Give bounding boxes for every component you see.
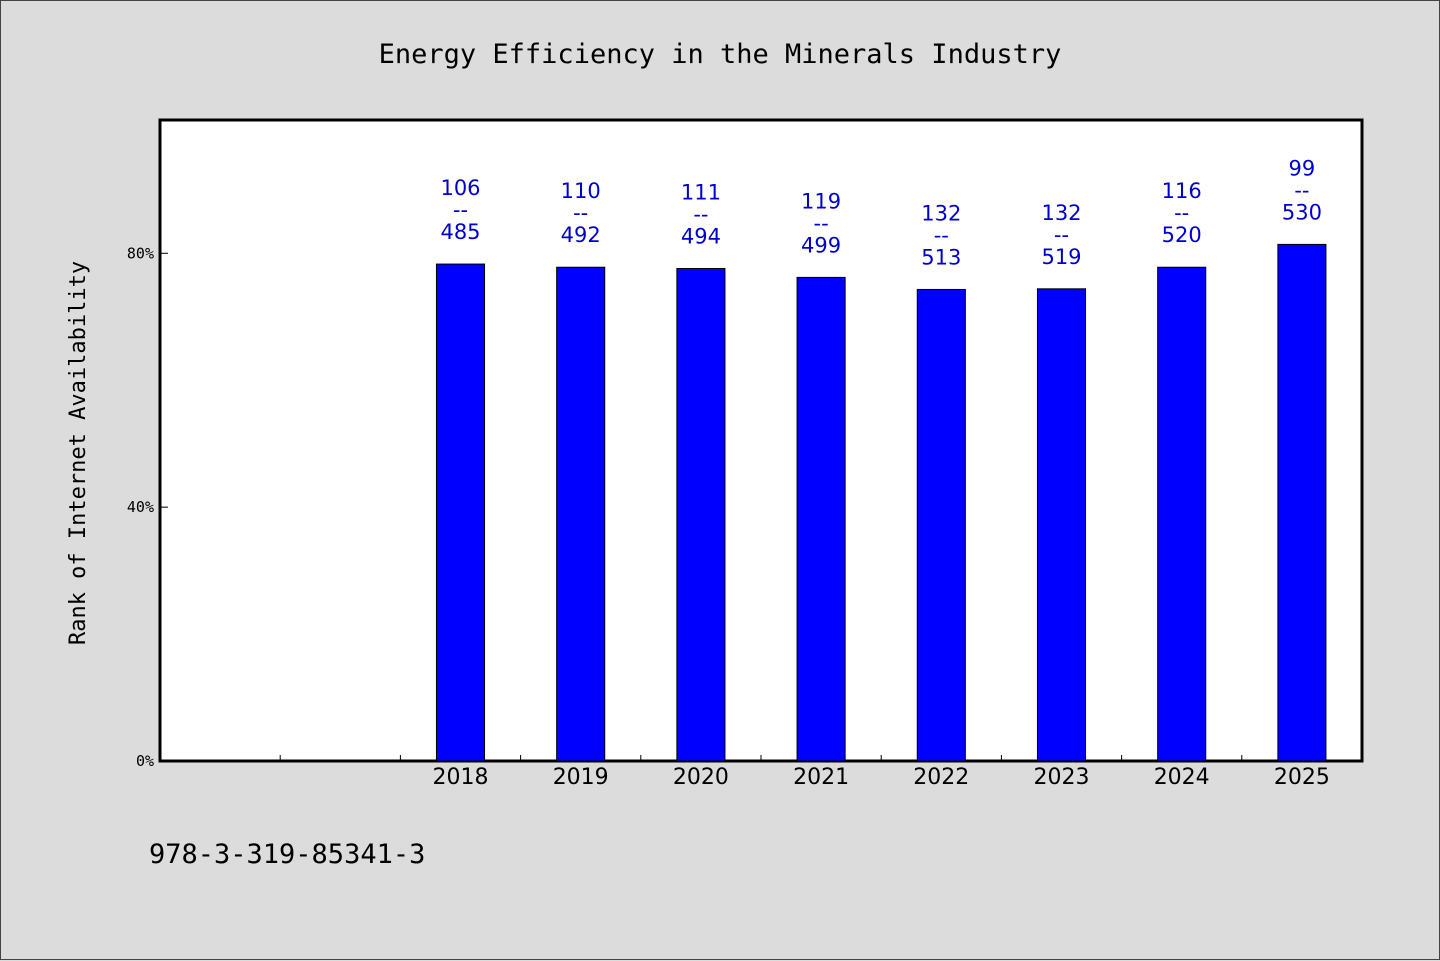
x-tick-label-2021: 2021 [793, 765, 849, 790]
data-label-bottom-2019: 492 [561, 223, 601, 247]
data-label-top-2023: 132 [1041, 201, 1081, 225]
y-axis: 0% 40% 80% [127, 244, 168, 770]
data-label-bottom-2020: 494 [681, 225, 721, 249]
x-tick-label-2023: 2023 [1034, 765, 1090, 790]
data-labels-layer: 106--485110--492111--494119--499132--513… [440, 156, 1321, 269]
data-label-separator-2018: -- [453, 198, 468, 222]
x-tick-label-2025: 2025 [1274, 765, 1330, 790]
data-label-top-2025: 99 [1289, 156, 1316, 180]
x-tick-label-2020: 2020 [673, 765, 729, 790]
data-label-top-2024: 116 [1162, 179, 1202, 203]
data-label-separator-2020: -- [693, 203, 708, 227]
x-tick-label-2024: 2024 [1154, 765, 1210, 790]
x-tick-label-2022: 2022 [913, 765, 969, 790]
bar-2018 [435, 263, 486, 762]
x-tick-label-2019: 2019 [553, 765, 609, 790]
isbn-footer: 978-3-319-85341-3 [149, 839, 425, 870]
data-label-bottom-2024: 520 [1162, 223, 1202, 247]
data-label-bottom-2023: 519 [1041, 245, 1081, 269]
bar-2023 [1036, 288, 1087, 762]
data-label-top-2022: 132 [921, 201, 961, 225]
data-label-separator-2022: -- [934, 223, 949, 247]
data-label-top-2020: 111 [681, 181, 721, 205]
y-tick-label: 40% [127, 498, 154, 516]
data-label-bottom-2021: 499 [801, 233, 841, 257]
x-axis: 2018 2019 2020 2021 2022 2023 2024 2025 [279, 755, 1330, 790]
y-axis-label: Rank of Internet Availability [66, 261, 91, 645]
bar-2022 [916, 288, 966, 762]
data-label-bottom-2018: 485 [440, 220, 480, 244]
data-label-bottom-2022: 513 [921, 245, 961, 269]
bars-layer [435, 243, 1327, 762]
bar-2025 [1277, 243, 1327, 762]
data-label-bottom-2025: 530 [1282, 200, 1322, 224]
bar-2019 [556, 266, 606, 762]
y-tick-label: 0% [136, 752, 154, 770]
data-label-separator-2025: -- [1294, 178, 1309, 202]
y-tick-label: 80% [127, 244, 154, 262]
bar-2024 [1157, 266, 1207, 762]
data-label-separator-2023: -- [1054, 223, 1069, 247]
data-label-separator-2019: -- [573, 201, 588, 225]
data-label-top-2019: 110 [561, 179, 601, 203]
bar-2021 [796, 276, 846, 762]
data-label-separator-2021: -- [814, 211, 829, 235]
bar-2020 [676, 268, 726, 762]
data-label-top-2018: 106 [440, 176, 480, 200]
chart-title: Energy Efficiency in the Minerals Indust… [379, 39, 1062, 70]
data-label-separator-2024: -- [1174, 201, 1189, 225]
x-tick-label-2018: 2018 [433, 765, 489, 790]
data-label-top-2021: 119 [801, 189, 841, 213]
